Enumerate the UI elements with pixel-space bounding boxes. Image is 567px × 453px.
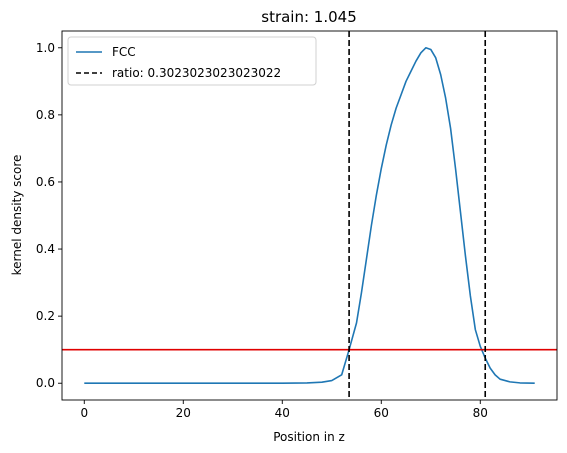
x-tick-label: 80 bbox=[473, 406, 488, 420]
y-axis-label: kernel density score bbox=[10, 155, 24, 276]
chart-marks bbox=[62, 31, 557, 400]
y-tick-label: 0.6 bbox=[36, 175, 55, 189]
y-tick-label: 0.8 bbox=[36, 108, 55, 122]
chart-title: strain: 1.045 bbox=[261, 8, 357, 26]
series-line-fcc bbox=[84, 46, 535, 385]
x-axis-label: Position in z bbox=[273, 430, 345, 444]
plot-area bbox=[61, 30, 558, 401]
y-tick-label: 0.2 bbox=[36, 309, 55, 323]
x-tick-label: 40 bbox=[275, 406, 290, 420]
x-tick-label: 60 bbox=[374, 406, 389, 420]
x-axis-ticks: 0 20 40 60 80 bbox=[80, 400, 488, 420]
axes-frame bbox=[61, 30, 558, 401]
y-tick-label: 0.0 bbox=[36, 376, 55, 390]
x-tick-label: 20 bbox=[176, 406, 191, 420]
legend-label: FCC bbox=[112, 45, 136, 59]
y-axis-ticks: 0.0 0.2 0.4 0.6 0.8 1.0 bbox=[36, 41, 62, 390]
y-tick-label: 1.0 bbox=[36, 41, 55, 55]
legend-label: ratio: 0.3023023023023022 bbox=[112, 66, 281, 80]
x-tick-label: 0 bbox=[80, 406, 88, 420]
legend: FCC ratio: 0.3023023023023022 bbox=[67, 36, 317, 86]
y-tick-label: 0.4 bbox=[36, 242, 55, 256]
legend-box bbox=[67, 36, 317, 86]
